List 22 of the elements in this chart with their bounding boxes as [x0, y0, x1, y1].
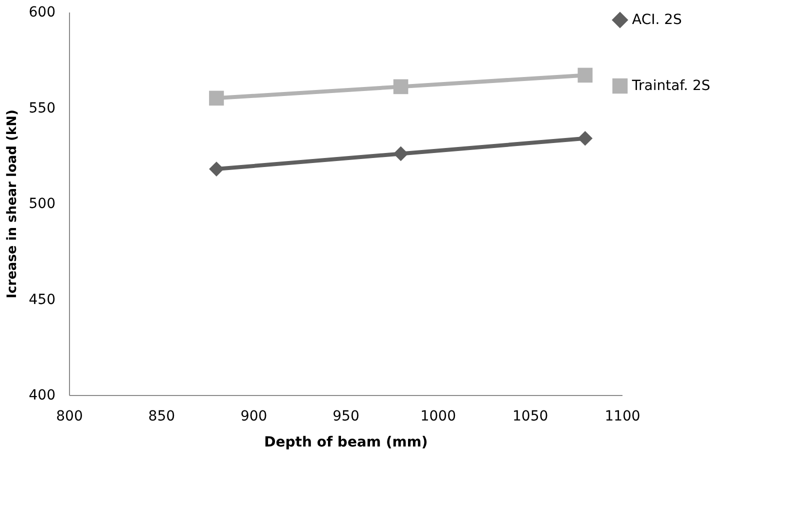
point — [209, 162, 224, 176]
y-tick-label: 550 — [28, 100, 56, 116]
y-tick-label: 600 — [28, 4, 56, 20]
y-tick-label: 500 — [28, 196, 56, 212]
x-tick-label: 1050 — [512, 408, 548, 424]
x-tick-label: 800 — [56, 408, 83, 424]
legend-label: ACI. 2S — [632, 12, 682, 28]
point — [209, 90, 224, 106]
x-tick-label: 850 — [148, 408, 176, 424]
x-tick-label: 900 — [240, 408, 268, 424]
point — [393, 79, 408, 94]
x-tick-label: 1100 — [604, 408, 640, 424]
legend-label: Traintaf. 2S — [631, 78, 710, 94]
x-tick-label: 1000 — [420, 408, 456, 424]
point — [393, 146, 408, 162]
point — [578, 68, 593, 83]
x-tick-label: 950 — [332, 408, 360, 424]
y-axis-title: Icrease in shear load (kN) — [4, 110, 20, 298]
y-tick-label: 400 — [28, 388, 56, 404]
point — [578, 130, 593, 146]
y-tick-label: 450 — [28, 292, 56, 308]
x-axis-title: Depth of beam (mm) — [264, 434, 428, 450]
